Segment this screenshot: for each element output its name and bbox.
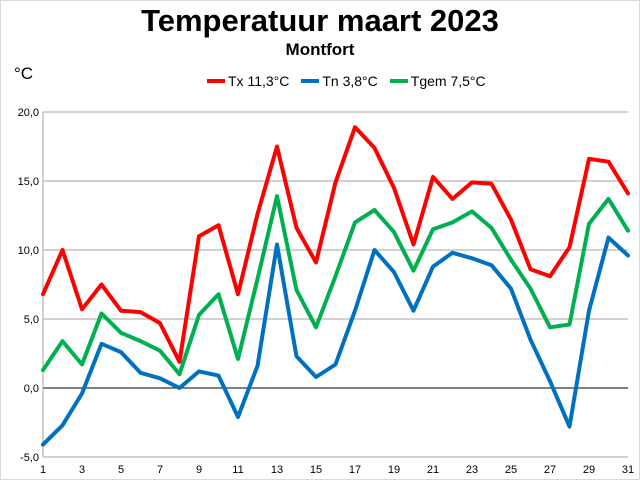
y-tick-label: 20,0 bbox=[18, 107, 39, 119]
x-tick-label: 1 bbox=[40, 464, 46, 476]
legend-item-tgem: Tgem 7,5°C bbox=[389, 73, 486, 89]
legend-label-tx: Tx 11,3°C bbox=[228, 73, 290, 89]
x-tick-label: 13 bbox=[271, 464, 283, 476]
series-line-tgem bbox=[41, 194, 630, 377]
x-tick-label: 27 bbox=[544, 464, 556, 476]
legend-swatch-tx bbox=[207, 79, 225, 83]
x-tick-label: 11 bbox=[232, 464, 243, 476]
chart-title: Temperatuur maart 2023 bbox=[141, 3, 499, 38]
chart-legend: Tx 11,3°C Tn 3,8°C Tgem 7,5°C bbox=[207, 73, 486, 89]
y-tick-label: 5,0 bbox=[24, 314, 39, 326]
y-tick-label: 15,0 bbox=[18, 176, 39, 188]
y-axis-unit-label: °C bbox=[14, 64, 34, 83]
x-tick-label: 29 bbox=[583, 464, 595, 476]
x-tick-label: 15 bbox=[310, 464, 322, 476]
x-tick-label: 9 bbox=[196, 464, 202, 476]
x-tick-label: 7 bbox=[157, 464, 163, 476]
x-tick-label: 21 bbox=[427, 464, 439, 476]
series-line-tx bbox=[41, 125, 630, 364]
x-tick-label: 3 bbox=[79, 464, 85, 476]
x-tick-label: 31 bbox=[622, 464, 634, 476]
legend-swatch-tgem bbox=[389, 79, 408, 83]
y-tick-label: 0,0 bbox=[24, 383, 39, 395]
legend-label-tn: Tn 3,8°C bbox=[322, 73, 378, 89]
legend-item-tx: Tx 11,3°C bbox=[207, 73, 289, 89]
x-tick-label: 17 bbox=[349, 464, 361, 476]
x-tick-label: 5 bbox=[118, 464, 124, 476]
chart-subtitle: Montfort bbox=[285, 40, 355, 59]
x-tick-label: 25 bbox=[505, 464, 517, 476]
y-tick-label: -5,0 bbox=[20, 452, 39, 464]
legend-label-tgem: Tgem 7,5°C bbox=[410, 73, 486, 89]
series-line-tn bbox=[41, 235, 630, 447]
x-tick-label: 23 bbox=[466, 464, 478, 476]
legend-item-tn: Tn 3,8°C bbox=[301, 73, 378, 89]
y-tick-label: 10,0 bbox=[18, 245, 39, 257]
x-tick-label: 19 bbox=[388, 464, 400, 476]
legend-swatch-tn bbox=[301, 79, 320, 83]
